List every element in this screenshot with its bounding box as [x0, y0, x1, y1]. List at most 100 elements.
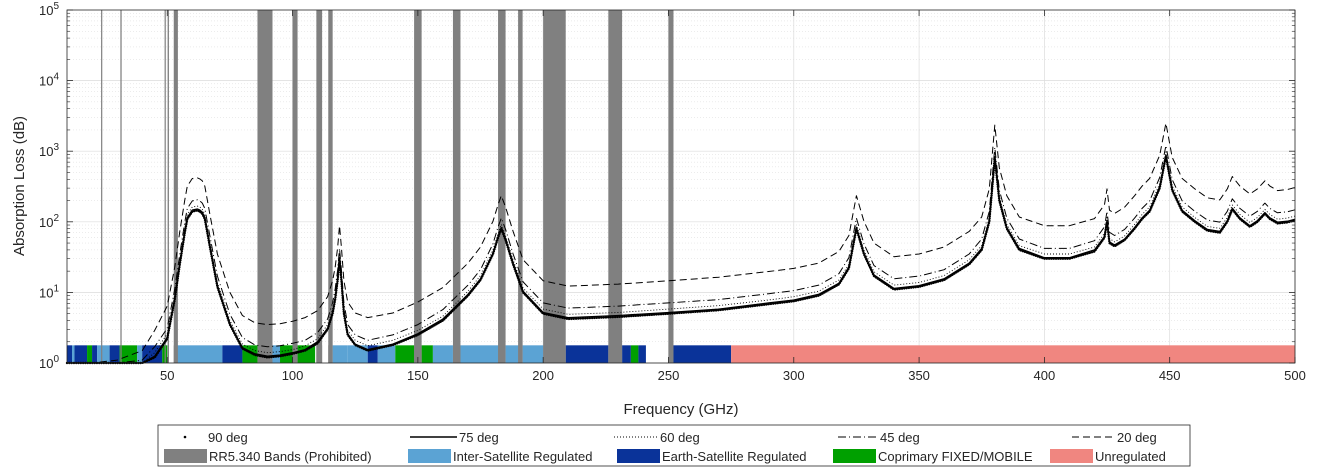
prohibited-band	[101, 10, 103, 363]
allocation-prohibited	[101, 345, 103, 363]
allocation-coprimary	[87, 345, 93, 363]
allocation-earth-satellite	[92, 345, 98, 363]
y-axis-ticks: 100 101 102 103 104 105	[39, 1, 1295, 371]
prohibited-band	[498, 10, 506, 363]
plot-frame	[66, 9, 1296, 364]
prohibited-band	[608, 10, 623, 363]
legend-box	[157, 424, 1191, 467]
allocation-inter-satellite	[72, 345, 75, 363]
y-tick-label: 102	[39, 213, 59, 230]
allocation-coprimary	[421, 345, 433, 363]
allocation-inter-satellite	[522, 345, 544, 363]
prohibited-band	[328, 10, 333, 363]
prohibited-band	[164, 10, 166, 363]
allocation-prohibited	[414, 345, 422, 363]
allocation-prohibited	[498, 345, 506, 363]
allocation-earth-satellite	[74, 345, 88, 363]
prohibited-band	[518, 10, 523, 363]
allocation-unregulated	[731, 345, 1295, 363]
legend-label-45deg: 45 deg	[880, 430, 920, 445]
y-tick-label: 100	[39, 354, 59, 371]
allocation-prohibited	[316, 345, 323, 363]
allocation-inter-satellite	[332, 345, 348, 363]
legend-label-60deg: 60 deg	[660, 430, 700, 445]
legend-swatch-90deg	[183, 435, 187, 439]
allocation-inter-satellite	[377, 345, 396, 363]
prohibited-band	[414, 10, 422, 363]
legend-label-prohibited: RR5.340 Bands (Prohibited)	[209, 449, 372, 464]
y-tick-label: 101	[39, 283, 59, 300]
legend-label-75deg: 75 deg	[459, 430, 499, 445]
allocation-prohibited	[164, 345, 166, 363]
prohibited-band	[120, 10, 122, 363]
legend-label-20deg: 20 deg	[1117, 430, 1157, 445]
allocation-inter-satellite	[97, 345, 110, 363]
prohibited-band	[668, 10, 674, 363]
frequency-bands	[101, 10, 674, 363]
allocation-prohibited	[120, 345, 122, 363]
legend-swatch-prohibited	[164, 449, 207, 463]
allocation-earth-satellite	[222, 345, 243, 363]
allocation-prohibited	[668, 345, 674, 363]
legend-label-90deg: 90 deg	[208, 430, 248, 445]
prohibited-band	[173, 10, 178, 363]
x-tick-label: 150	[407, 368, 429, 383]
allocation-earth-satellite	[673, 345, 732, 363]
legend-row-lines: 90 deg 75 deg 60 deg 45 deg 20 deg	[183, 430, 1157, 445]
allocation-inter-satellite	[177, 345, 223, 363]
allocation-inter-satellite	[505, 345, 519, 363]
prohibited-band	[452, 10, 461, 363]
y-tick-label: 103	[39, 142, 59, 159]
allocation-coprimary	[630, 345, 639, 363]
legend-swatch-coprimary	[833, 449, 876, 463]
legend-swatch-earth-satellite	[617, 449, 660, 463]
prohibited-band	[257, 10, 273, 363]
x-tick-label: 300	[783, 368, 805, 383]
legend-row-bands: RR5.340 Bands (Prohibited) Inter-Satelli…	[164, 449, 1166, 464]
legend-label-unregulated: Unregulated	[1095, 449, 1166, 464]
allocation-inter-satellite	[272, 345, 281, 363]
allocation-earth-satellite	[638, 345, 646, 363]
allocation-prohibited	[452, 345, 461, 363]
series-line-45-deg	[67, 145, 1296, 364]
allocation-earth-satellite	[565, 345, 609, 363]
x-tick-label: 450	[1159, 368, 1181, 383]
allocation-earth-satellite	[367, 345, 378, 363]
y-tick-label: 105	[39, 1, 59, 18]
y-axis-label: Absorption Loss (dB)	[11, 116, 28, 256]
allocation-earth-satellite	[109, 345, 120, 363]
x-axis-ticks: 50 100 150 200 250 300 350 400 450 500	[160, 10, 1306, 383]
prohibited-band	[543, 10, 566, 363]
x-tick-label: 350	[908, 368, 930, 383]
allocation-prohibited	[257, 345, 273, 363]
allocation-inter-satellite	[432, 345, 453, 363]
legend-swatch-unregulated	[1050, 449, 1093, 463]
allocation-prohibited	[608, 345, 623, 363]
allocation-earth-satellite	[142, 345, 163, 363]
x-tick-label: 50	[160, 368, 174, 383]
allocation-coprimary	[395, 345, 415, 363]
allocation-inter-satellite	[460, 345, 499, 363]
allocation-prohibited	[543, 345, 566, 363]
y-tick-label: 104	[39, 72, 59, 89]
legend-label-coprimary: Coprimary FIXED/MOBILE	[878, 449, 1033, 464]
series-lines	[65, 122, 1297, 365]
allocation-earth-satellite	[67, 345, 73, 363]
allocation-inter-satellite	[137, 345, 143, 363]
x-tick-label: 500	[1284, 368, 1306, 383]
allocation-prohibited	[173, 345, 178, 363]
legend-swatch-inter-satellite	[408, 449, 451, 463]
series-line-60-deg	[67, 151, 1296, 364]
allocation-prohibited	[328, 345, 333, 363]
allocation-inter-satellite	[347, 345, 368, 363]
x-tick-label: 200	[532, 368, 554, 383]
allocation-prohibited	[518, 345, 523, 363]
allocation-coprimary	[119, 345, 138, 363]
prohibited-band	[292, 10, 298, 363]
prohibited-band	[167, 10, 169, 363]
allocation-coprimary	[297, 345, 316, 363]
series-line-75-deg	[67, 154, 1296, 364]
legend: 90 deg 75 deg 60 deg 45 deg 20 deg RR5.3…	[157, 424, 1191, 467]
allocation-earth-satellite	[622, 345, 631, 363]
